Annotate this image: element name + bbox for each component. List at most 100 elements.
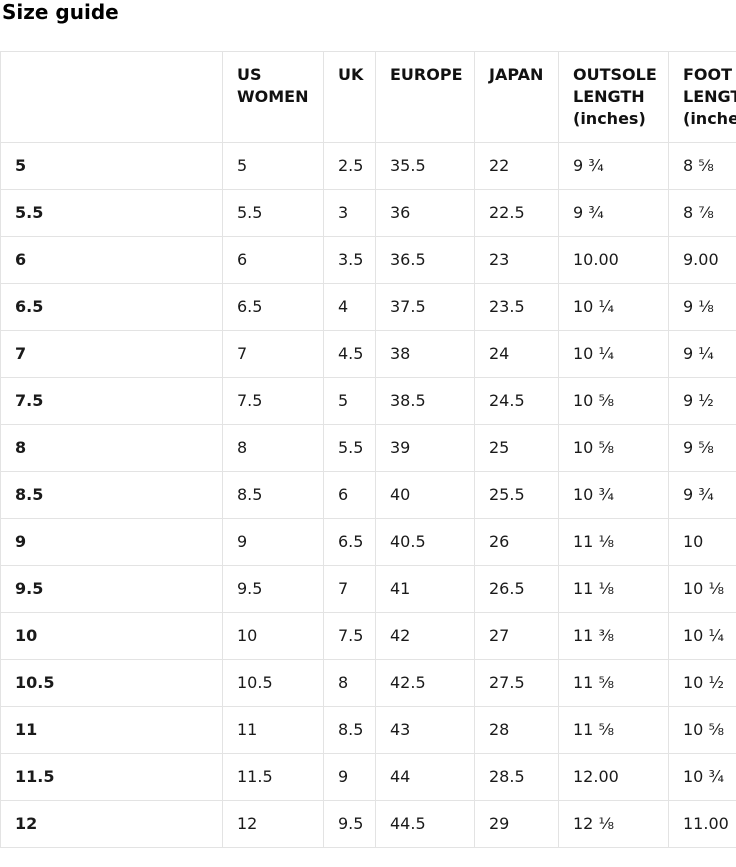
table-cell: 2.5 [323,142,376,190]
table-cell: 44.5 [375,800,475,848]
table-cell: 28 [474,706,559,754]
row-header-cell: 9 [0,518,223,566]
table-cell: 22.5 [474,189,559,237]
table-cell: 7 [323,565,376,613]
table-cell: 8.5 [323,706,376,754]
column-header: UK [323,51,376,143]
table-cell: 12 ⅛ [558,800,669,848]
table-cell: 24 [474,330,559,378]
table-cell: 28.5 [474,753,559,801]
table-cell: 11 ⅝ [558,659,669,707]
table-cell: 10 ⅛ [668,565,736,613]
table-cell: 9 ¾ [668,471,736,519]
table-cell: 11 ⅛ [558,518,669,566]
table-cell: 38 [375,330,475,378]
table-cell: 10 ⅝ [558,377,669,425]
table-cell: 11.5 [222,753,324,801]
table-cell: 9 [222,518,324,566]
table-cell: 5.5 [323,424,376,472]
table-cell: 25.5 [474,471,559,519]
table-cell: 10 ⅝ [668,706,736,754]
table-cell: 10 [222,612,324,660]
table-cell: 10 ¾ [558,471,669,519]
corner-header-cell [0,51,223,143]
table-cell: 6.5 [323,518,376,566]
table-cell: 8 ⅝ [668,142,736,190]
table-cell: 6 [222,236,324,284]
table-cell: 8 [323,659,376,707]
table-cell: 8 ⅞ [668,189,736,237]
table-cell: 5.5 [222,189,324,237]
row-header-cell: 7.5 [0,377,223,425]
table-cell: 26 [474,518,559,566]
column-header: JAPAN [474,51,559,143]
table-cell: 43 [375,706,475,754]
table-cell: 40.5 [375,518,475,566]
table-cell: 3 [323,189,376,237]
table-cell: 41 [375,565,475,613]
table-cell: 10 ⅝ [558,424,669,472]
table-cell: 11 ⅛ [558,565,669,613]
column-header: OUTSOLE LENGTH (inches) [558,51,669,143]
table-cell: 24.5 [474,377,559,425]
table-cell: 11 [222,706,324,754]
table-cell: 8.5 [222,471,324,519]
table-cell: 9 ¾ [558,189,669,237]
table-row: 9.5 9.5 7 41 26.5 11 ⅛ 10 ⅛ [0,565,736,613]
size-guide-table-container: US WOMEN UK EUROPE JAPAN OUTSOLE LENGTH (inc… [0,51,736,848]
table-cell: 12.00 [558,753,669,801]
table-cell: 7 [222,330,324,378]
table-cell: 27.5 [474,659,559,707]
table-cell: 9.00 [668,236,736,284]
table-cell: 5 [222,142,324,190]
table-row: 10 10 7.5 42 27 11 ⅜ 10 ¼ [0,612,736,660]
column-header: FOOT LENGTH (inches) [668,51,736,143]
table-header: US WOMEN UK EUROPE JAPAN OUTSOLE LENGTH (inc… [0,51,736,143]
table-cell: 35.5 [375,142,475,190]
table-cell: 4 [323,283,376,331]
table-cell: 8 [222,424,324,472]
table-row: 12 12 9.5 44.5 29 12 ⅛ 11.00 [0,800,736,848]
table-cell: 7.5 [222,377,324,425]
table-cell: 9 ⅝ [668,424,736,472]
column-header: US WOMEN [222,51,324,143]
table-row: 9 9 6.5 40.5 26 11 ⅛ 10 [0,518,736,566]
size-guide-table: US WOMEN UK EUROPE JAPAN OUTSOLE LENGTH (inc… [0,51,736,848]
table-cell: 10 ¾ [668,753,736,801]
table-row: 6 6 3.5 36.5 23 10.00 9.00 [0,236,736,284]
table-cell: 40 [375,471,475,519]
table-cell: 7.5 [323,612,376,660]
table-cell: 39 [375,424,475,472]
row-header-cell: 5 [0,142,223,190]
page-title: Size guide [2,0,119,24]
row-header-cell: 8.5 [0,471,223,519]
table-cell: 5 [323,377,376,425]
table-cell: 10.5 [222,659,324,707]
table-cell: 9.5 [323,800,376,848]
table-cell: 38.5 [375,377,475,425]
table-cell: 42.5 [375,659,475,707]
table-cell: 37.5 [375,283,475,331]
row-header-cell: 5.5 [0,189,223,237]
row-header-cell: 10.5 [0,659,223,707]
header-row: US WOMEN UK EUROPE JAPAN OUTSOLE LENGTH (inc… [0,51,736,143]
table-cell: 10 ¼ [558,330,669,378]
table-cell: 27 [474,612,559,660]
row-header-cell: 11.5 [0,753,223,801]
table-cell: 10 [668,518,736,566]
table-cell: 11 ⅝ [558,706,669,754]
table-cell: 9 [323,753,376,801]
table-cell: 10 ½ [668,659,736,707]
table-cell: 36 [375,189,475,237]
table-row: 11 11 8.5 43 28 11 ⅝ 10 ⅝ [0,706,736,754]
table-cell: 3.5 [323,236,376,284]
row-header-cell: 12 [0,800,223,848]
table-cell: 12 [222,800,324,848]
table-cell: 42 [375,612,475,660]
table-cell: 26.5 [474,565,559,613]
